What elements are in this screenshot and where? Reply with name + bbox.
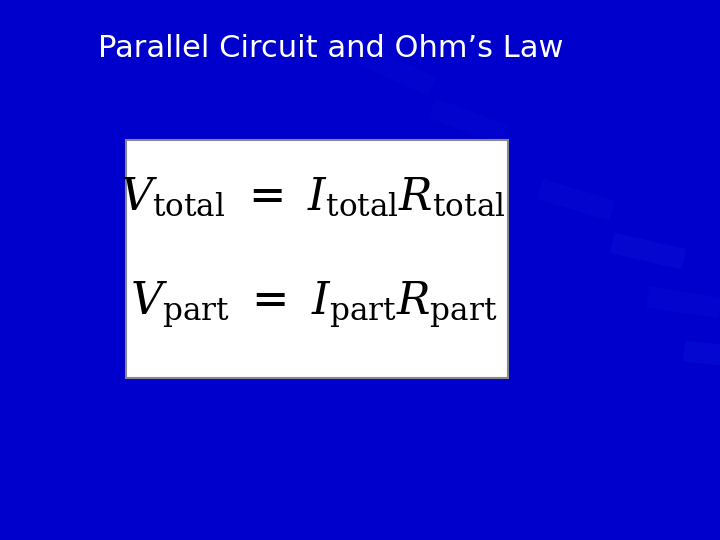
Text: $V_{\rm part}\ =\ I_{\rm part}R_{\rm part}$: $V_{\rm part}\ =\ I_{\rm part}R_{\rm par…: [130, 279, 497, 331]
FancyBboxPatch shape: [126, 140, 508, 378]
Text: Parallel Circuit and Ohm’s Law: Parallel Circuit and Ohm’s Law: [99, 34, 564, 63]
Text: $V_{\rm total}\ =\ I_{\rm total}R_{\rm total}$: $V_{\rm total}\ =\ I_{\rm total}R_{\rm t…: [120, 176, 506, 219]
